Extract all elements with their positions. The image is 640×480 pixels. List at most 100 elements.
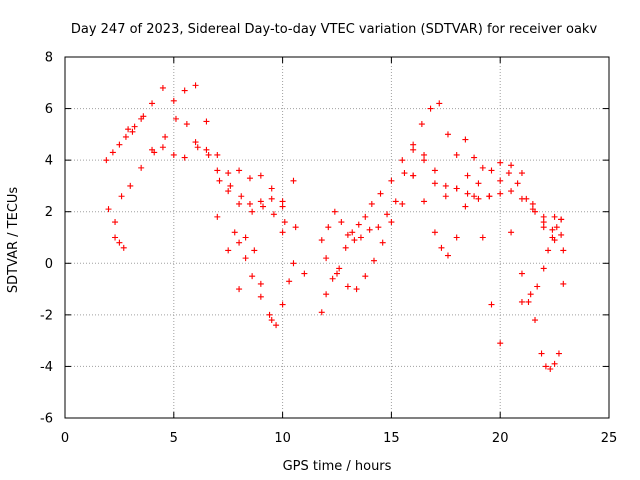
data-point (427, 105, 434, 112)
data-point (431, 229, 438, 236)
data-point (268, 195, 275, 202)
data-point (325, 224, 332, 231)
data-point (555, 350, 562, 357)
data-point (138, 164, 145, 171)
data-point (286, 278, 293, 285)
data-point (270, 211, 277, 218)
data-point (471, 193, 478, 200)
tick-layer (64, 56, 610, 419)
y-tick-label: 4 (45, 154, 53, 169)
data-point (410, 141, 417, 148)
series-satellite-track-k (518, 216, 565, 305)
plot-frame (64, 56, 610, 419)
x-axis-label: GPS time / hours (283, 459, 392, 474)
data-point (388, 219, 395, 226)
y-tick-label: 8 (45, 51, 53, 66)
data-point (192, 139, 199, 146)
data-point (488, 167, 495, 174)
data-point (281, 219, 288, 226)
data-point (553, 224, 560, 231)
data-point (216, 177, 223, 184)
data-point (523, 195, 530, 202)
data-point (532, 317, 539, 324)
data-point (438, 244, 445, 251)
data-point (366, 226, 373, 233)
data-point (399, 200, 406, 207)
data-point (540, 219, 547, 226)
data-point (112, 219, 119, 226)
data-point (534, 283, 541, 290)
data-point (497, 177, 504, 184)
data-point (162, 133, 169, 140)
data-point (140, 113, 147, 120)
y-tick-labels: -6 -4 -2 0 2 4 6 8 (40, 51, 53, 427)
data-point (464, 172, 471, 179)
data-point (242, 255, 249, 262)
series-satellite-track-b (105, 139, 286, 226)
data-point (497, 159, 504, 166)
data-point (251, 247, 258, 254)
data-point (545, 247, 552, 254)
data-point (246, 200, 253, 207)
data-point (127, 182, 134, 189)
data-point (355, 221, 362, 228)
data-point (518, 270, 525, 277)
data-point (392, 198, 399, 205)
data-point (331, 208, 338, 215)
data-point (257, 172, 264, 179)
data-point (318, 237, 325, 244)
y-tick-label: -2 (40, 308, 53, 323)
data-point (475, 180, 482, 187)
y-tick-label: -4 (40, 360, 53, 375)
data-point (122, 133, 129, 140)
data-point (225, 188, 232, 195)
x-tick-label: 10 (274, 431, 291, 446)
data-point (149, 100, 156, 107)
data-point (538, 350, 545, 357)
data-point (508, 162, 515, 169)
data-point (236, 167, 243, 174)
data-point (351, 237, 358, 244)
data-point (540, 224, 547, 231)
data-point (547, 366, 554, 373)
data-point (442, 182, 449, 189)
y-tick-label: 2 (45, 205, 53, 220)
data-point (225, 247, 232, 254)
data-point (292, 224, 299, 231)
series-satellite-track-g (318, 100, 565, 244)
data-point (549, 234, 556, 241)
series-satellite-track-e (231, 229, 293, 329)
data-point (249, 208, 256, 215)
data-point (257, 198, 264, 205)
data-point (334, 270, 340, 277)
data-point (125, 126, 132, 133)
series-layer (103, 82, 567, 373)
data-point (170, 151, 177, 158)
data-point (131, 123, 138, 130)
data-point (225, 170, 232, 177)
data-point (505, 170, 512, 177)
data-point (388, 177, 395, 184)
y-tick-label: 6 (45, 102, 53, 117)
data-point (116, 141, 123, 148)
series-satellite-track-c (112, 113, 299, 251)
data-point (551, 213, 558, 220)
data-point (257, 280, 264, 287)
data-point (518, 170, 525, 177)
data-point (462, 136, 469, 143)
data-point (514, 180, 521, 187)
data-point (551, 360, 558, 367)
y-tick-label: -6 (40, 412, 53, 427)
data-point (558, 231, 565, 238)
data-point (431, 180, 438, 187)
data-point (418, 121, 425, 128)
data-point (242, 234, 249, 241)
data-point (120, 244, 127, 251)
data-point (231, 229, 238, 236)
data-point (479, 164, 486, 171)
data-point (399, 157, 406, 164)
data-point (236, 286, 243, 293)
y-axis-label: SDTVAR / TECUs (6, 187, 21, 294)
data-point (112, 234, 119, 241)
data-point (246, 175, 253, 182)
